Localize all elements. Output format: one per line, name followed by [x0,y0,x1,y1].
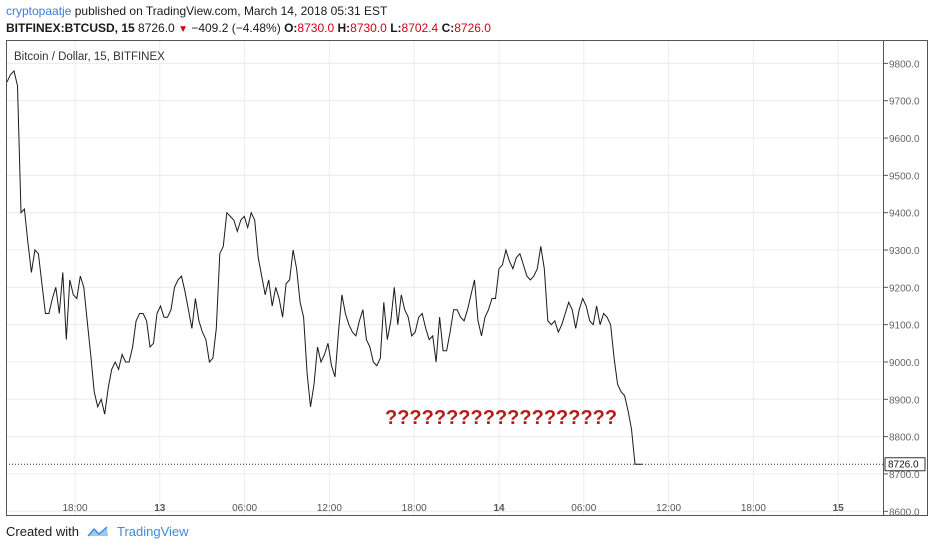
open-label: O: [284,21,298,35]
x-tick-label: 15 [833,503,845,514]
open-value: 8730.0 [297,21,335,35]
y-tick-label: 8700.0 [889,470,920,481]
x-tick-label: 06:00 [232,503,257,514]
symbol-label: BITFINEX:BTCUSD, 15 [6,21,135,35]
y-tick-label: 9600.0 [889,134,920,145]
y-tick-label: 9200.0 [889,283,920,294]
y-tick-label: 9500.0 [889,171,920,182]
y-tick-label: 9800.0 [889,59,920,70]
y-tick-label: 9400.0 [889,209,920,220]
last-price-label: 8726.0 [888,460,919,471]
x-tick-label: 18:00 [741,503,766,514]
x-tick-label: 18:00 [402,503,427,514]
publish-info: cryptopaatje published on TradingView.co… [6,3,387,20]
y-tick-label: 9100.0 [889,321,920,332]
tradingview-link[interactable]: TradingView [116,524,189,539]
author-link[interactable]: cryptopaatje [6,4,72,18]
down-arrow-icon: ▼ [178,24,188,35]
high-label: H: [337,21,351,35]
x-tick-label: 13 [154,503,166,514]
y-tick-label: 8900.0 [889,395,920,406]
last-price-badge: 8726.0 [884,457,926,472]
x-tick-label: 12:00 [317,503,342,514]
tradingview-logo-icon [87,525,108,536]
close-label: C: [441,21,455,35]
x-tick-label: 12:00 [656,503,681,514]
high-value: 8730.0 [350,21,387,35]
x-tick-label: 06:00 [571,503,596,514]
close-value: 8726.0 [454,21,491,35]
price-series-line [6,69,642,465]
x-axis: 18:00 13 06:00 12:00 18:00 14 06:00 12:00 18:00 1… [62,503,844,514]
change-value: −409.2 (−4.48%) [191,21,281,35]
price-chart[interactable]: 8600.0 8700.0 8800.0 8900.0 9000.0 9100.0 9200… [0,0,932,520]
low-value: 8702.4 [401,21,439,35]
y-tick-label: 9300.0 [889,246,920,257]
x-tick-label: 18:00 [62,503,87,514]
plot-frame [6,40,884,516]
price-axis-frame [883,40,928,516]
x-tick-label: 14 [493,503,505,514]
y-tick-label: 8800.0 [889,433,920,444]
annotation-text: ??????????????????? [385,407,617,429]
last-price: 8726.0 [138,21,175,35]
created-with-text: Created with [6,524,79,539]
y-tick-label: 9700.0 [889,97,920,108]
y-tick-label: 8600.0 [889,507,920,518]
chart-title: Bitcoin / Dollar, 15, BITFINEX [14,51,165,63]
low-label: L: [390,21,402,35]
grid [7,41,883,515]
y-tick-label: 9000.0 [889,358,920,369]
ticker-line: BITFINEX:BTCUSD, 15 8726.0 ▼ −409.2 (−4.… [6,20,491,38]
y-axis: 8600.0 8700.0 8800.0 8900.0 9000.0 9100.0 9200… [884,59,920,518]
publish-text: published on TradingView.com, March 14, … [74,4,388,18]
footer: Created with TradingView [6,524,189,539]
